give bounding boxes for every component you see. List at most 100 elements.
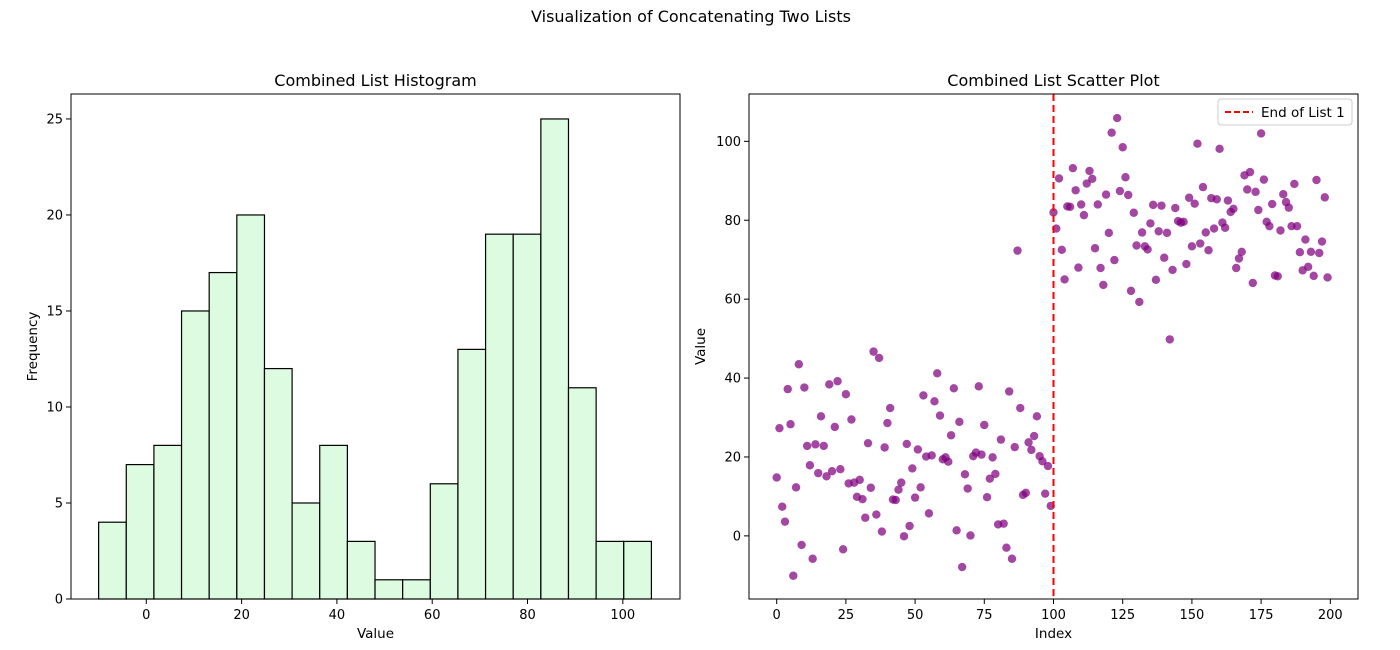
histogram-x-label: Value xyxy=(357,626,394,642)
scatter-point xyxy=(1093,200,1102,209)
scatter-x-tick-label: 125 xyxy=(1110,608,1135,623)
scatter-point xyxy=(1303,262,1313,272)
scatter-x-label: Index xyxy=(1035,626,1072,642)
scatter-point xyxy=(991,469,1000,479)
scatter-point xyxy=(800,383,809,392)
scatter-point xyxy=(825,380,834,389)
scatter-point xyxy=(778,502,787,511)
scatter-point xyxy=(1068,163,1078,173)
scatter-point xyxy=(1110,255,1119,265)
scatter-point xyxy=(913,445,923,454)
scatter-point xyxy=(1118,143,1127,152)
histogram-x-ticks: 0 20 40 60 80 100 xyxy=(142,599,635,623)
scatter-point xyxy=(786,420,795,429)
scatter-y-label: Value xyxy=(693,328,709,365)
histogram-x-tick-label: 20 xyxy=(233,608,250,623)
histogram-bar xyxy=(346,540,376,600)
scatter-point xyxy=(1005,387,1014,396)
scatter-point xyxy=(919,391,928,400)
histogram-y-tick-label: 10 xyxy=(46,400,63,415)
scatter-point xyxy=(908,464,917,473)
scatter-point xyxy=(1276,226,1285,235)
scatter-x-ticks: 0 25 50 75 100 125 150 175 200 xyxy=(773,599,1343,623)
scatter-point xyxy=(797,540,806,550)
scatter-point xyxy=(1279,190,1288,199)
scatter-point xyxy=(1317,237,1327,246)
histogram-y-tick-label: 25 xyxy=(46,112,63,127)
scatter-point xyxy=(1168,265,1177,275)
scatter-point xyxy=(1057,245,1067,255)
scatter-x-tick-label: 100 xyxy=(1041,608,1066,623)
scatter-point xyxy=(1198,182,1208,192)
scatter-point xyxy=(874,353,884,363)
scatter-point xyxy=(1016,403,1025,413)
scatter-point xyxy=(789,571,798,580)
scatter-point xyxy=(1309,271,1318,281)
scatter-point xyxy=(1187,242,1197,251)
scatter-point xyxy=(1135,297,1144,307)
scatter-point xyxy=(847,415,856,424)
scatter-point xyxy=(1295,248,1305,257)
scatter-point xyxy=(1129,208,1138,217)
scatter-panel: Combined List Scatter Plot 0 25 50 75 100 125… xyxy=(693,71,1359,642)
scatter-point xyxy=(924,509,934,518)
histogram-title: Combined List Histogram xyxy=(274,71,476,90)
scatter-point xyxy=(949,384,959,393)
scatter-x-tick-label: 200 xyxy=(1318,608,1343,623)
scatter-point xyxy=(957,562,967,572)
scatter-point xyxy=(1290,179,1299,189)
scatter-point xyxy=(1079,210,1089,220)
scatter-point xyxy=(955,417,964,427)
scatter-point xyxy=(935,411,945,420)
scatter-point xyxy=(1002,543,1011,552)
scatter-point xyxy=(836,464,845,474)
histogram-x-tick-label: 0 xyxy=(142,608,150,623)
scatter-point xyxy=(1245,167,1255,177)
scatter-point xyxy=(1154,227,1163,236)
scatter-point xyxy=(1232,263,1241,273)
histogram-x-tick-label: 80 xyxy=(519,608,536,623)
scatter-point xyxy=(1148,200,1158,210)
scatter-point xyxy=(802,441,812,451)
scatter-point xyxy=(1157,201,1166,210)
histogram-y-tick-label: 15 xyxy=(46,304,63,319)
scatter-point xyxy=(1027,445,1036,455)
scatter-point xyxy=(1243,185,1252,194)
scatter-point xyxy=(1088,174,1097,184)
histogram-bar xyxy=(208,271,238,600)
scatter-y-ticks: 0 20 40 60 80 100 xyxy=(716,135,749,544)
scatter-y-tick-label: 100 xyxy=(716,135,741,150)
scatter-point xyxy=(838,545,848,554)
scatter-point xyxy=(1312,175,1321,185)
scatter-x-tick-label: 0 xyxy=(773,608,781,623)
histogram-y-tick-label: 20 xyxy=(46,208,63,223)
scatter-point xyxy=(902,439,911,449)
histogram-bar xyxy=(512,233,542,600)
scatter-point xyxy=(1160,253,1169,262)
legend-label: End of List 1 xyxy=(1261,105,1345,121)
scatter-point xyxy=(1032,412,1042,421)
scatter-point xyxy=(1162,228,1172,238)
scatter-point xyxy=(1121,173,1130,182)
scatter-point xyxy=(1196,239,1205,248)
scatter-point xyxy=(974,382,983,391)
scatter-point xyxy=(1112,113,1122,123)
scatter-x-tick-label: 175 xyxy=(1249,608,1274,623)
scatter-point xyxy=(1190,199,1199,208)
scatter-point xyxy=(899,532,909,541)
scatter-point xyxy=(1049,208,1058,217)
scatter-point xyxy=(869,347,878,356)
scatter-point xyxy=(877,527,887,536)
scatter-point xyxy=(1124,190,1133,200)
scatter-point xyxy=(1234,254,1244,263)
scatter-point xyxy=(910,493,920,502)
histogram-y-ticks: 0 5 10 15 20 25 xyxy=(46,112,71,608)
histogram-x-tick-label: 40 xyxy=(329,608,346,623)
scatter-point xyxy=(1115,186,1125,196)
scatter-point xyxy=(1212,195,1222,204)
histogram-y-tick-label: 5 xyxy=(55,496,63,511)
scatter-point xyxy=(830,422,840,432)
scatter-axes-frame xyxy=(748,93,1359,600)
scatter-point xyxy=(905,521,914,531)
